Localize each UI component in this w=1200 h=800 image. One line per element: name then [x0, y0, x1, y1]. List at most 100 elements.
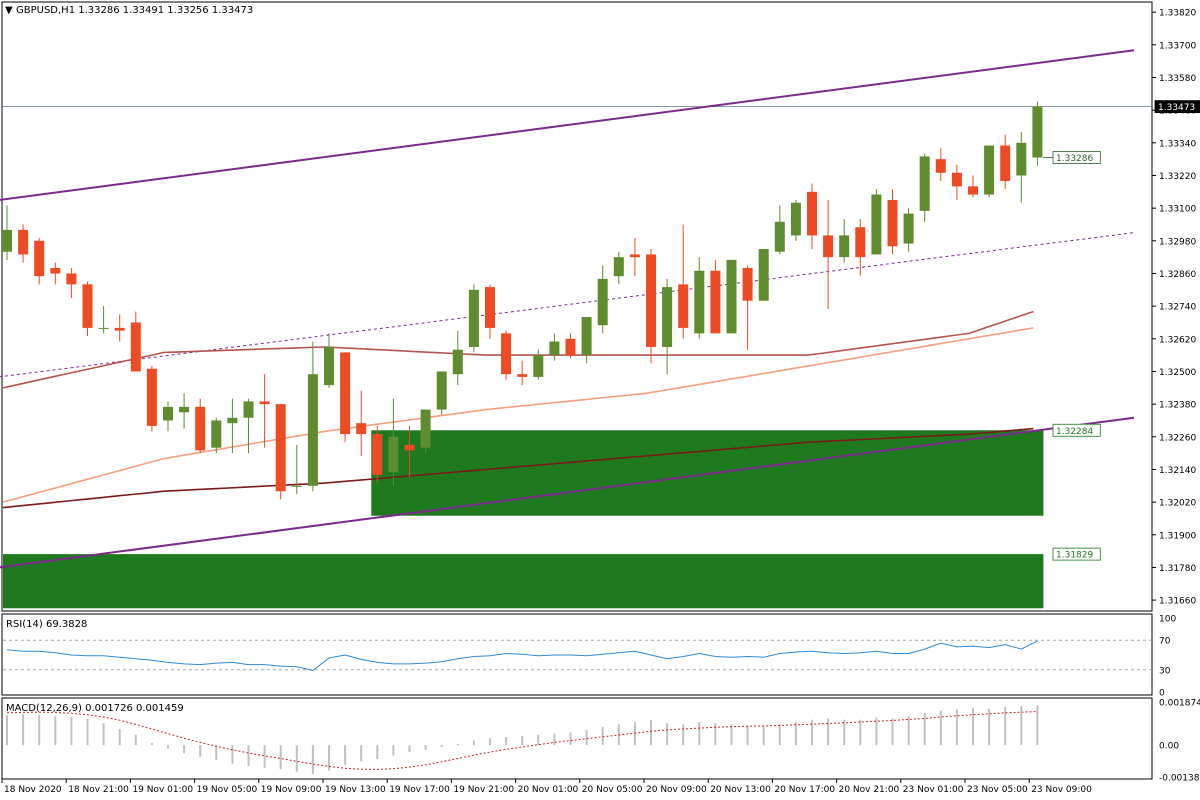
candle-body	[581, 317, 592, 356]
candle[interactable]	[935, 148, 946, 181]
candle[interactable]	[98, 306, 109, 334]
macd-histogram-bar	[891, 718, 894, 746]
rsi-title: RSI(14) 69.3828	[6, 619, 87, 630]
candle[interactable]	[436, 371, 447, 416]
candle[interactable]	[243, 398, 254, 454]
candle[interactable]	[2, 205, 12, 260]
channel-line-middle-dashed[interactable]	[0, 232, 1135, 378]
candle[interactable]	[807, 183, 817, 249]
candle[interactable]	[968, 175, 978, 198]
candle[interactable]	[597, 265, 608, 334]
candle[interactable]	[903, 208, 914, 252]
macd-tick-label: -0.001386	[1159, 774, 1200, 784]
candle-body	[887, 199, 898, 247]
macd-histogram-bar	[714, 723, 717, 746]
channel-line-upper[interactable]	[0, 49, 1135, 201]
candle[interactable]	[1016, 131, 1027, 203]
candle[interactable]	[372, 425, 383, 484]
candle[interactable]	[549, 333, 560, 361]
macd-histogram-bar	[955, 709, 958, 746]
macd-histogram-bar	[424, 745, 427, 750]
candle[interactable]	[227, 398, 238, 454]
candle-body	[678, 284, 689, 328]
price-tick-label: 1.31780	[1159, 564, 1196, 574]
candle[interactable]	[710, 259, 721, 334]
candle[interactable]	[694, 257, 705, 339]
macd-histogram-bar	[489, 738, 491, 746]
candle[interactable]	[146, 366, 157, 432]
macd-histogram-bar	[569, 732, 572, 746]
candle[interactable]	[533, 349, 544, 380]
candle[interactable]	[211, 417, 222, 454]
candle[interactable]	[984, 145, 995, 198]
candle[interactable]	[887, 189, 898, 255]
candle[interactable]	[130, 311, 141, 372]
candle[interactable]	[420, 409, 431, 454]
candle[interactable]	[356, 390, 367, 456]
candle[interactable]	[565, 333, 576, 358]
candle-body	[903, 213, 914, 244]
candle[interactable]	[790, 199, 801, 241]
chart-menu-icon[interactable]: ▼	[5, 5, 13, 16]
candle[interactable]	[774, 205, 785, 255]
candle[interactable]	[452, 330, 463, 386]
candle[interactable]	[468, 284, 479, 353]
candle[interactable]	[259, 374, 270, 448]
candle-body	[388, 436, 399, 473]
time-tick-label: 19 Nov 05:00	[197, 785, 258, 795]
candle[interactable]	[678, 224, 689, 339]
candle-body	[1032, 106, 1043, 158]
candle[interactable]	[485, 284, 495, 339]
candle[interactable]	[919, 153, 930, 222]
candle-body	[404, 444, 415, 451]
candle[interactable]	[340, 352, 351, 443]
macd-histogram-bar	[746, 725, 749, 746]
macd-histogram-bar	[54, 716, 57, 746]
candle[interactable]	[662, 278, 673, 375]
candle-layer[interactable]	[2, 101, 1043, 500]
candle[interactable]	[388, 398, 399, 486]
candle[interactable]	[871, 189, 882, 255]
candle[interactable]	[1032, 101, 1043, 166]
candle[interactable]	[307, 341, 318, 492]
candle[interactable]	[839, 219, 850, 263]
candle[interactable]	[517, 360, 528, 386]
candle[interactable]	[34, 238, 45, 285]
candle[interactable]	[291, 444, 302, 494]
candle[interactable]	[18, 224, 29, 263]
candle[interactable]	[66, 268, 77, 298]
price-tick-label: 1.32140	[1159, 466, 1196, 476]
candle[interactable]	[726, 259, 737, 334]
candle[interactable]	[1000, 134, 1011, 190]
candle[interactable]	[404, 425, 415, 478]
candle[interactable]	[82, 281, 93, 337]
candle[interactable]	[163, 401, 173, 432]
candle[interactable]	[613, 251, 624, 285]
candle[interactable]	[742, 265, 753, 350]
channel-layer	[0, 49, 1135, 569]
candle[interactable]	[758, 248, 769, 301]
candle[interactable]	[179, 393, 190, 429]
candle[interactable]	[275, 404, 286, 500]
macd-histogram-bar	[247, 745, 250, 766]
candle[interactable]	[855, 219, 866, 277]
candle[interactable]	[501, 330, 512, 380]
candle[interactable]	[951, 164, 962, 200]
candle[interactable]	[823, 199, 834, 309]
macd-histogram-bar	[472, 740, 475, 746]
candle[interactable]	[629, 238, 640, 277]
price-tick-label: 1.33580	[1159, 74, 1196, 84]
price-tick-label: 1.32860	[1159, 270, 1196, 280]
candle-body	[324, 346, 334, 386]
rsi-tick-label: 100	[1159, 615, 1176, 625]
candle[interactable]	[324, 333, 334, 388]
candle[interactable]	[114, 314, 125, 342]
candle[interactable]	[50, 262, 61, 285]
candle-body	[179, 406, 190, 413]
candle[interactable]	[195, 398, 206, 454]
candle[interactable]	[646, 248, 656, 364]
candle[interactable]	[581, 317, 592, 364]
channel-line-lower[interactable]	[0, 416, 1135, 569]
candle-body	[742, 268, 753, 301]
